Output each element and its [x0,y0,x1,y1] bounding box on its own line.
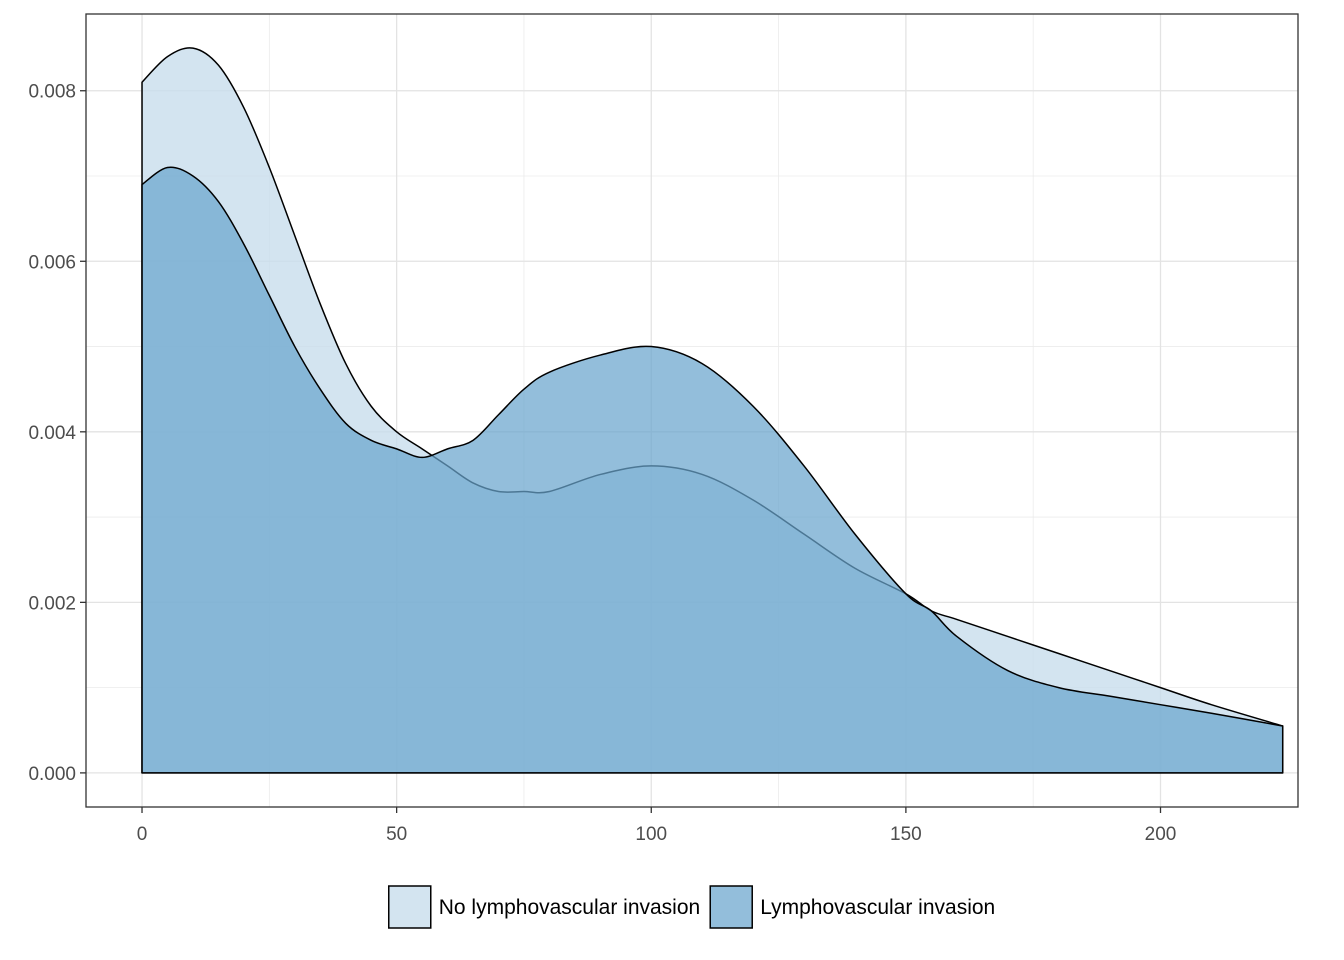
x-tick-label: 0 [137,824,148,845]
legend: No lymphovascular invasion Lymphovascular… [388,885,995,929]
legend-label-1: No lymphovascular invasion [439,896,700,919]
legend-key-2 [709,885,753,929]
y-tick-label: 0.008 [28,82,76,103]
y-tick-label: 0.002 [28,593,76,614]
x-tick-label: 200 [1145,824,1177,845]
y-tick-label: 0.006 [28,252,76,273]
density-area-2 [141,166,1284,774]
x-tick-label: 50 [386,824,407,845]
x-tick-label: 100 [635,824,667,845]
panel-border [85,13,1299,808]
y-tick-label: 0.000 [28,764,76,785]
y-tick-label: 0.004 [28,423,76,444]
y-axis: 0.000 0.002 0.004 0.006 0.008 [28,82,86,785]
legend-key-1 [388,885,432,929]
density-areas [141,47,1284,774]
x-tick-label: 150 [890,824,922,845]
legend-label-2: Lymphovascular invasion [760,896,995,919]
x-axis: 0 50 100 150 200 [137,807,1177,845]
